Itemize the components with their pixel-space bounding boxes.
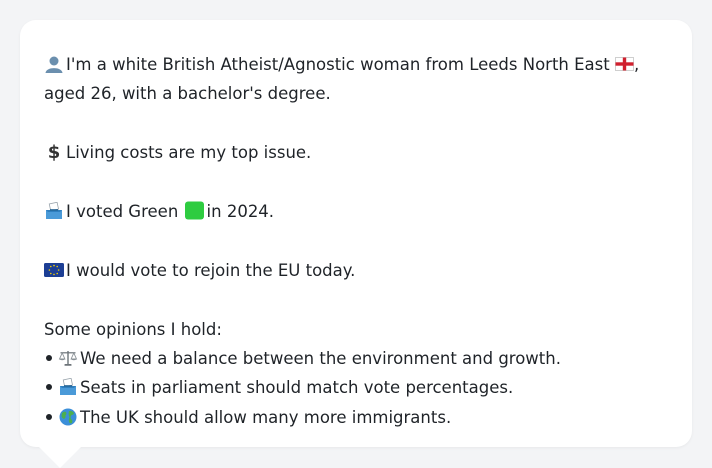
opinion-text: We need a balance between the environmen… — [80, 349, 561, 368]
opinion-item: We need a balance between the environmen… — [44, 344, 668, 373]
dollar-sign-icon: $ — [44, 143, 64, 161]
opinion-text: The UK should allow many more immigrants… — [80, 407, 452, 427]
vote-text: I voted Green — [66, 202, 179, 221]
intro-comma: , — [633, 55, 640, 74]
balance-scale-icon — [58, 349, 78, 367]
person-silhouette-icon — [44, 55, 64, 73]
eu-flag-icon — [44, 261, 64, 279]
top-issue-line: $ Living costs are my top issue. — [44, 138, 668, 167]
england-flag-icon — [614, 55, 634, 73]
ballot-box-icon — [58, 378, 78, 396]
green-square-icon — [184, 201, 205, 220]
intro-text: I'm a white British Atheist/Agnostic wom… — [66, 55, 610, 74]
vote-line: I voted Green in 2024. — [44, 197, 668, 226]
globe-icon — [58, 408, 78, 426]
opinion-text: Seats in parliament should match vote pe… — [80, 378, 514, 398]
vote-year-text: in 2024. — [206, 202, 275, 221]
top-issue-text: Living costs are my top issue. — [66, 143, 312, 163]
svg-text:$: $ — [48, 143, 61, 161]
persona-message-card: I'm a white British Atheist/Agnostic wom… — [20, 20, 692, 447]
speech-bubble-tail — [39, 447, 81, 468]
ballot-box-icon — [44, 202, 64, 220]
bullet-icon — [46, 384, 52, 391]
bullet-icon — [46, 355, 52, 361]
bullet-icon — [46, 413, 52, 420]
eu-text: I would vote to rejoin the EU today. — [66, 260, 356, 280]
intro-line: I'm a white British Atheist/Agnostic wom… — [44, 50, 668, 79]
eu-line: I would vote to rejoin the EU today. — [44, 256, 668, 285]
intro-line-2: aged 26, with a bachelor's degree. — [44, 84, 331, 104]
opinions-heading: Some opinions I hold: — [44, 319, 222, 339]
opinion-item: The UK should allow many more immigrants… — [44, 403, 668, 432]
opinion-item: Seats in parliament should match vote pe… — [44, 373, 668, 402]
